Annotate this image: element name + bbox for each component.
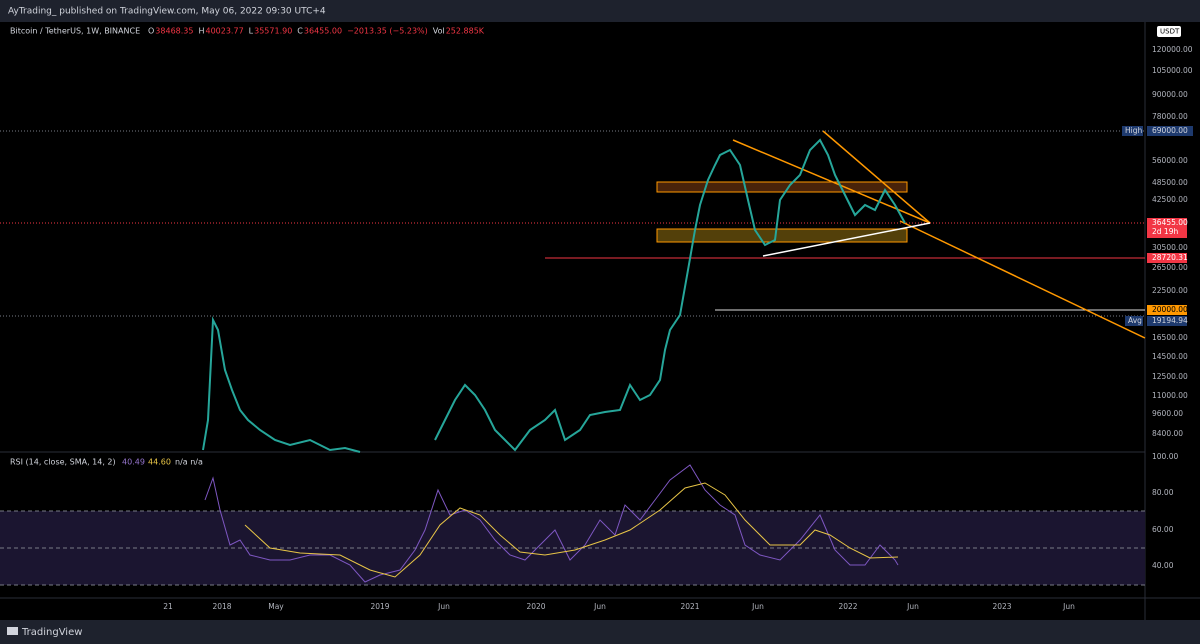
rsi-title: RSI (14, close, SMA, 14, 2) bbox=[10, 458, 116, 467]
legend-value: 38468.35 bbox=[155, 27, 193, 36]
time-label: 2020 bbox=[526, 602, 545, 611]
time-label: 2019 bbox=[370, 602, 389, 611]
time-label: 21 bbox=[163, 602, 173, 611]
logo bbox=[7, 627, 18, 635]
price-label: 22500.00 bbox=[1152, 286, 1188, 295]
price-label: 30500.00 bbox=[1152, 243, 1188, 252]
header-text: AyTrading_ published on TradingView.com,… bbox=[8, 7, 326, 17]
price-label: 48500.00 bbox=[1152, 178, 1188, 187]
avg-tag-text: Avg bbox=[1128, 316, 1142, 325]
legend-items: O 38468.35 H 40023.77 L 35571.90 C 36455.00 −201… bbox=[148, 27, 485, 36]
price-label: 105000.00 bbox=[1152, 66, 1193, 75]
high-value: 69000.00 bbox=[1152, 126, 1188, 135]
rsi-sma-value: 44.60 bbox=[148, 458, 171, 467]
symbol: Bitcoin / TetherUS, 1W, BINANCE bbox=[10, 27, 140, 36]
red-level-label bbox=[1147, 253, 1187, 263]
trendline bbox=[762, 222, 931, 257]
countdown: 2d 19h bbox=[1152, 227, 1178, 236]
time-label: 2018 bbox=[212, 602, 231, 611]
footer-bar bbox=[0, 620, 1200, 644]
time-label: 2022 bbox=[838, 602, 857, 611]
high-tag bbox=[1122, 126, 1143, 136]
price-label: 120000.00 bbox=[1152, 45, 1193, 54]
time-axis: 21 2018 May 2019 Jun 2020 Jun 2021 Jun 2022 Jun 202… bbox=[163, 602, 1075, 611]
avg-label bbox=[1147, 316, 1187, 326]
avg-value: 19194.94 bbox=[1152, 316, 1188, 325]
price-label: 14500.00 bbox=[1152, 352, 1188, 361]
time-label: Jun bbox=[751, 602, 764, 611]
price-label: 16500.00 bbox=[1152, 333, 1188, 342]
price-label: 78000.00 bbox=[1152, 112, 1188, 121]
legend-value: 252.885K bbox=[446, 27, 485, 36]
legend-label: Vol bbox=[433, 27, 445, 36]
price-path bbox=[434, 138, 906, 452]
trendline bbox=[899, 220, 1146, 339]
legend-label: L bbox=[249, 27, 254, 36]
rsi-label: 80.00 bbox=[1152, 488, 1174, 497]
avg-tag bbox=[1125, 316, 1143, 326]
legend-label: C bbox=[297, 27, 303, 36]
price-label: 90000.00 bbox=[1152, 90, 1188, 99]
currency: USDT bbox=[1160, 28, 1180, 36]
orange-level-value: 20000.00 bbox=[1152, 305, 1188, 314]
price-label: 8400.00 bbox=[1152, 429, 1183, 438]
time-label: Jun bbox=[437, 602, 450, 611]
red-level-value: 28720.31 bbox=[1152, 253, 1188, 262]
time-label: May bbox=[268, 602, 284, 611]
price-path bbox=[202, 316, 361, 453]
rsi-sma-line bbox=[244, 482, 899, 578]
price-label: 11000.00 bbox=[1152, 391, 1188, 400]
legend-value: −2013.35 (−5.23%) bbox=[347, 27, 428, 36]
last-value: 36455.00 bbox=[1152, 218, 1188, 227]
rsi-value: 40.49 bbox=[122, 458, 145, 467]
price-labels: 120000.00 105000.00 90000.00 78000.00 56000.… bbox=[1152, 45, 1193, 438]
time-label: Jun bbox=[906, 602, 919, 611]
rsi-line bbox=[204, 464, 899, 583]
orange-level-label bbox=[1147, 305, 1187, 315]
rsi-label: 40.00 bbox=[1152, 561, 1174, 570]
last-label bbox=[1147, 218, 1187, 238]
currency-tag bbox=[1157, 26, 1181, 37]
trendline bbox=[822, 130, 931, 224]
price-label: 26500.00 bbox=[1152, 263, 1188, 272]
rsi-label: 100.00 bbox=[1152, 452, 1178, 461]
high-tag-text: High bbox=[1125, 126, 1142, 135]
time-label: 2023 bbox=[992, 602, 1011, 611]
drawings bbox=[0, 130, 1146, 453]
price-label: 12500.00 bbox=[1152, 372, 1188, 381]
legend-value: 40023.77 bbox=[205, 27, 243, 36]
rsi-label: 60.00 bbox=[1152, 525, 1174, 534]
price-label: 42500.00 bbox=[1152, 195, 1188, 204]
time-label: 2021 bbox=[680, 602, 699, 611]
legend-label: H bbox=[198, 27, 204, 36]
footer-brand: TradingView bbox=[21, 627, 82, 638]
rsi-axis: 100.00 80.00 60.00 40.00 bbox=[1152, 452, 1178, 570]
time-label: Jun bbox=[593, 602, 606, 611]
legend-value: 36455.00 bbox=[304, 27, 342, 36]
header-bar bbox=[0, 0, 1200, 22]
rsi-extra: n/a n/a bbox=[175, 458, 203, 467]
price-label: 56000.00 bbox=[1152, 156, 1188, 165]
support-zone bbox=[656, 228, 908, 243]
resistance-zone bbox=[656, 181, 908, 193]
time-label: Jun bbox=[1062, 602, 1075, 611]
price-label: 9600.00 bbox=[1152, 409, 1183, 418]
legend-value: 35571.90 bbox=[254, 27, 292, 36]
high-label bbox=[1147, 126, 1193, 136]
legend-label: O bbox=[148, 27, 154, 36]
